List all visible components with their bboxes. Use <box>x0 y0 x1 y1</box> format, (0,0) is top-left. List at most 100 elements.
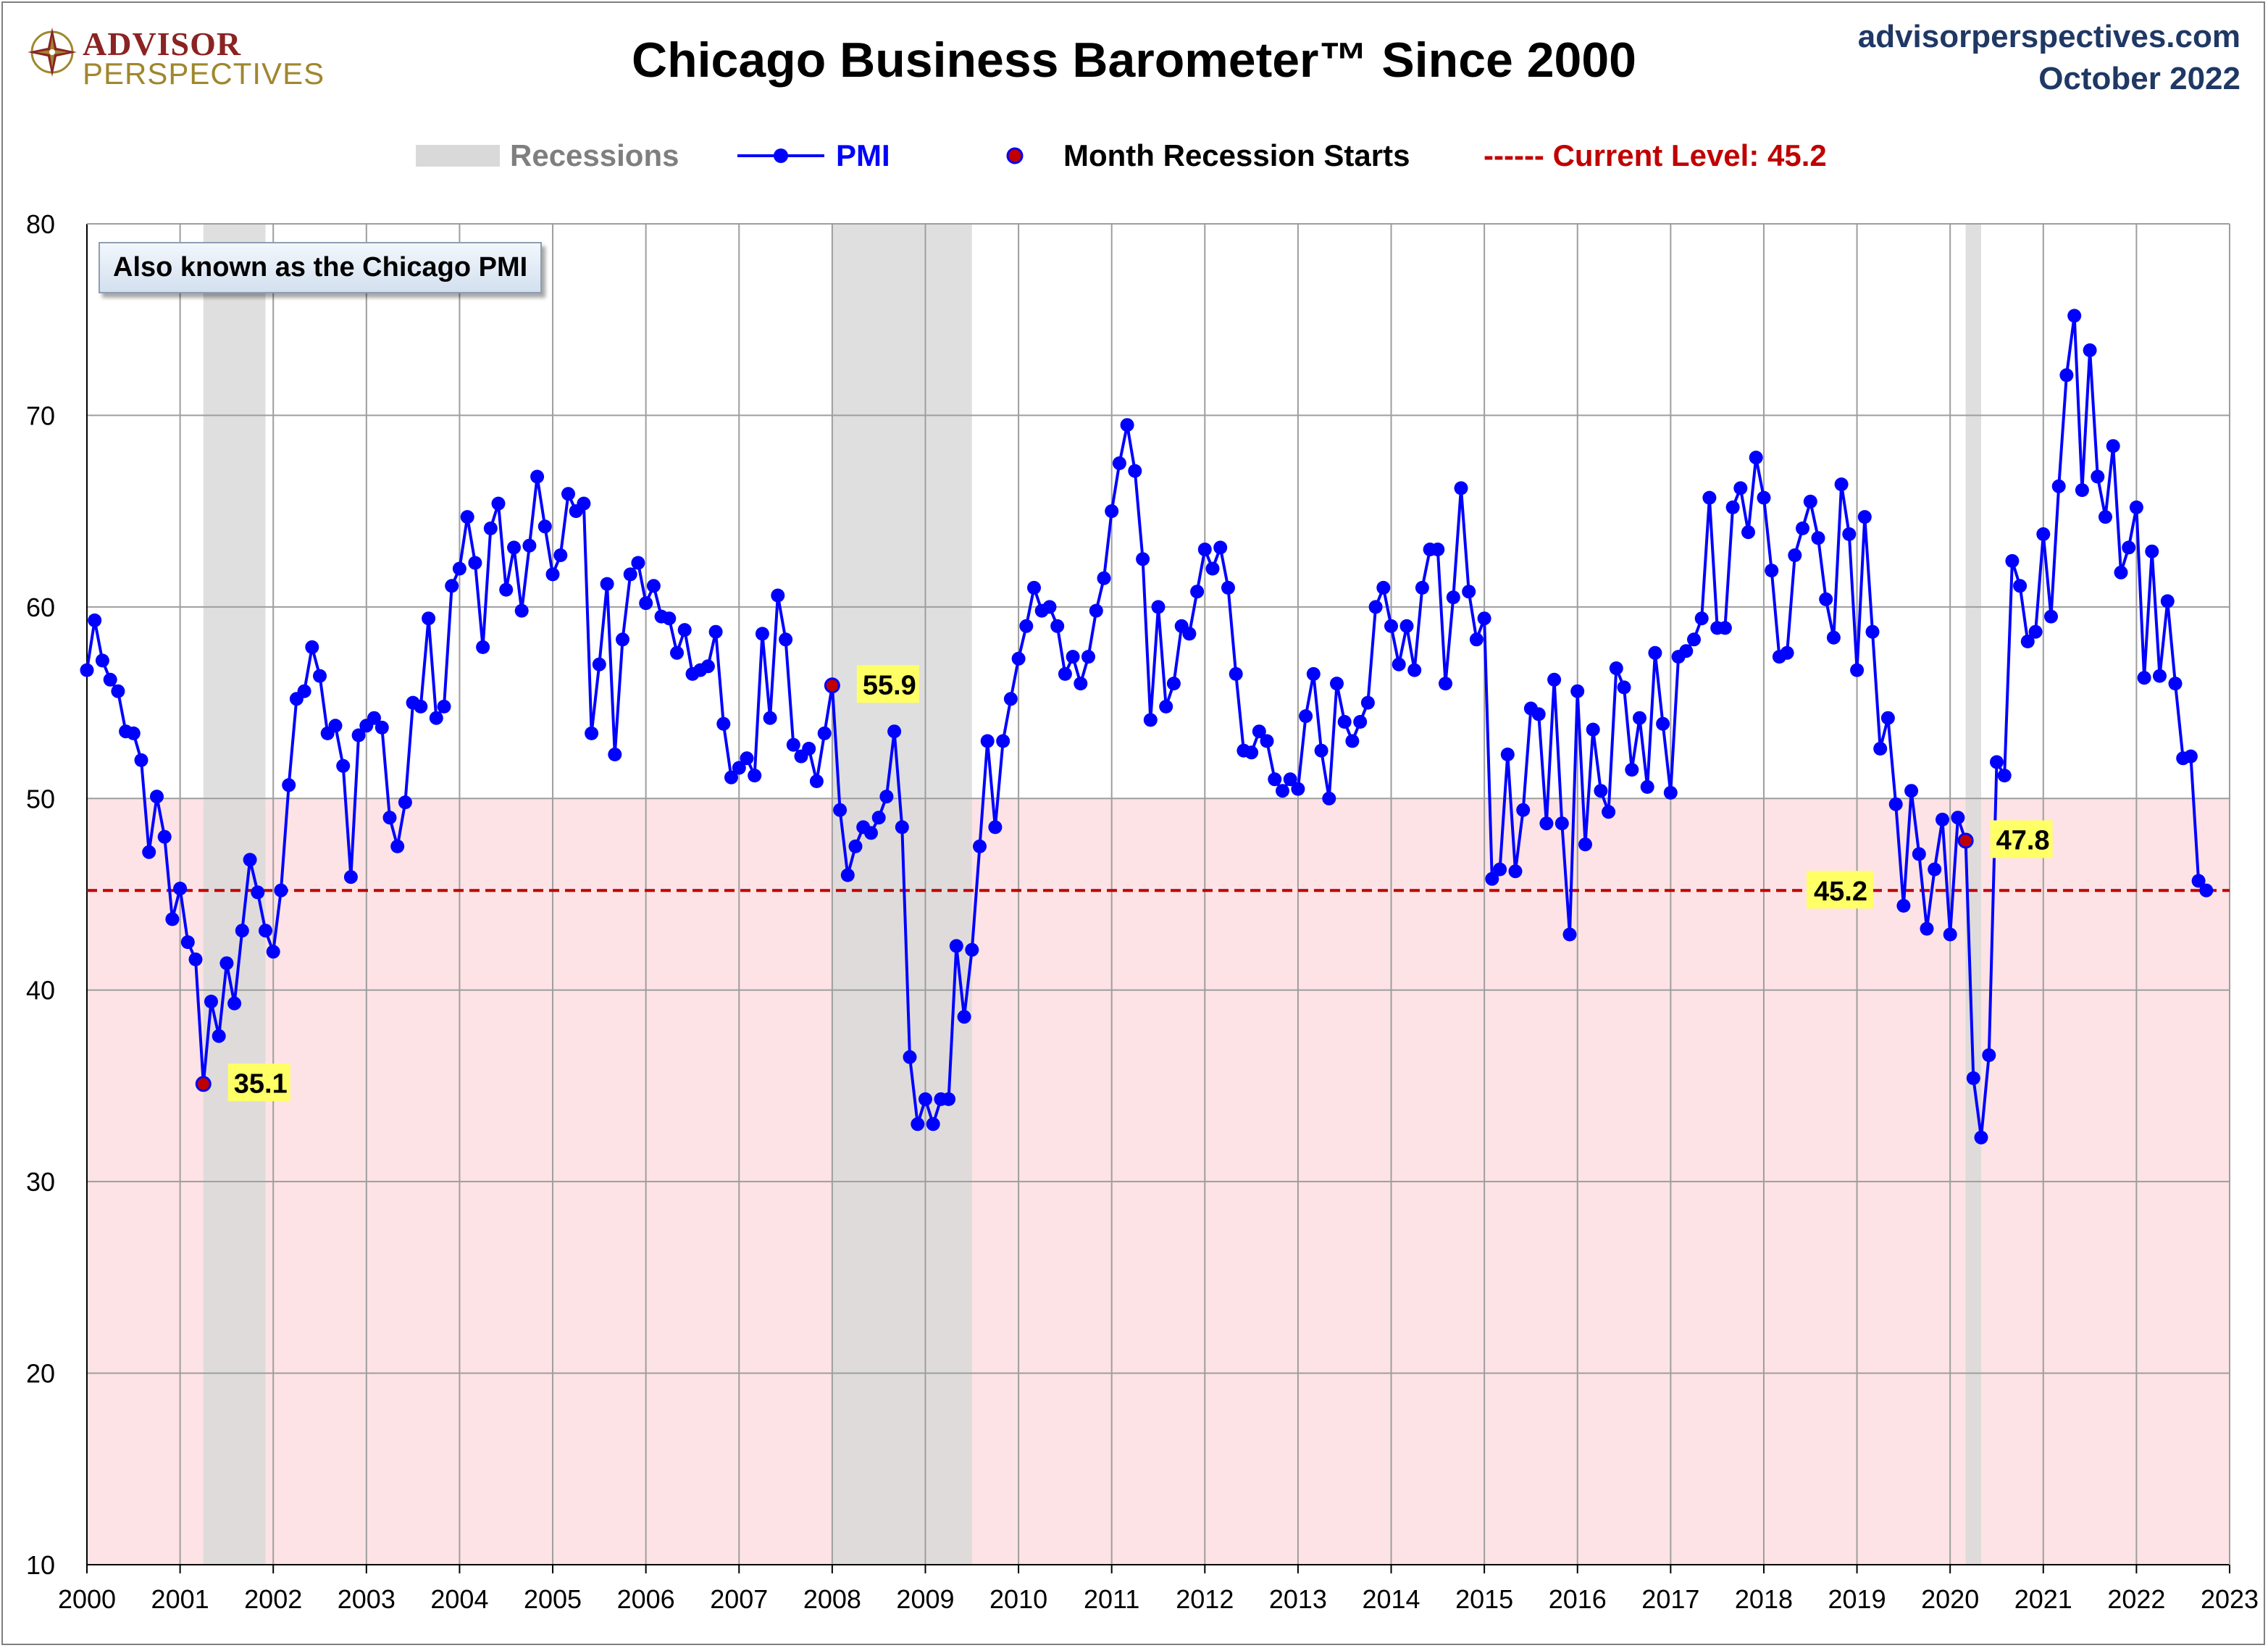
pmi-point <box>895 820 909 835</box>
pmi-point <box>732 761 746 775</box>
pmi-point <box>1314 743 1328 758</box>
x-tick-label-2023: 2023 <box>2201 1584 2259 1614</box>
pmi-point <box>2028 624 2043 639</box>
pmi-point <box>771 588 785 603</box>
pmi-point <box>840 868 855 882</box>
x-tick-label-2011: 2011 <box>1084 1584 1139 1614</box>
chart-title: Chicago Business Barometer™ Since 2000 <box>632 33 1636 88</box>
pmi-point <box>188 952 203 966</box>
pmi-point <box>1943 927 1957 942</box>
pmi-point <box>328 719 343 733</box>
pmi-point <box>1725 500 1740 514</box>
legend-recession-swatch <box>416 145 500 167</box>
pmi-point <box>2145 544 2159 559</box>
publish-date: October 2022 <box>2038 61 2240 96</box>
pmi-point <box>1554 816 1569 831</box>
pmi-point <box>1368 600 1383 614</box>
pmi-point <box>1454 481 1468 495</box>
x-tick-label-2015: 2015 <box>1455 1584 1513 1614</box>
pmi-point <box>1687 632 1701 647</box>
pmi-point <box>1570 684 1585 698</box>
x-tick-label-2008: 2008 <box>803 1584 861 1614</box>
pmi-point <box>343 870 358 884</box>
x-tick-label-2021: 2021 <box>2014 1584 2072 1614</box>
pmi-point <box>585 726 599 740</box>
pmi-point <box>2067 309 2082 323</box>
legend-recession-start-label: Month Recession Starts <box>1063 138 1410 172</box>
pmi-point <box>1562 927 1577 942</box>
pmi-point <box>2075 483 2089 498</box>
pmi-point <box>716 716 731 731</box>
pmi-point <box>631 556 645 570</box>
pmi-point <box>802 742 816 756</box>
pmi-point <box>1407 663 1422 677</box>
pmi-point <box>2168 677 2183 691</box>
pmi-point <box>1244 745 1259 760</box>
pmi-point <box>1539 816 1554 831</box>
logo-text-top: ADVISOR <box>83 25 242 62</box>
pmi-point <box>460 510 474 524</box>
pmi-point <box>1477 611 1491 626</box>
pmi-point <box>1974 1130 1988 1145</box>
pmi-point <box>1205 561 1220 576</box>
pmi-point <box>1136 552 1150 566</box>
pmi-point <box>1531 707 1546 721</box>
pmi-point <box>708 624 723 639</box>
pmi-point <box>1578 837 1592 852</box>
x-tick-label-2019: 2019 <box>1828 1584 1886 1614</box>
pmi-point <box>1392 657 1406 672</box>
x-tick-label-2000: 2000 <box>58 1584 116 1614</box>
pmi-point <box>1097 571 1111 585</box>
pmi-point <box>1151 600 1166 614</box>
pmi-point <box>1027 580 1041 595</box>
pmi-point <box>1399 619 1414 633</box>
pmi-point <box>1252 724 1266 739</box>
pmi-point <box>2013 579 2028 593</box>
pmi-point <box>1733 481 1748 495</box>
callouts-layer: 35.1 55.9 47.8 45.2 <box>227 665 2053 1102</box>
x-tick-label-2013: 2013 <box>1269 1584 1327 1614</box>
pmi-point <box>677 623 692 637</box>
pmi-point <box>297 684 311 698</box>
recession-start-marker-1 <box>824 677 840 694</box>
pmi-point <box>1330 677 1344 691</box>
legend-recession-start: Month Recession Starts <box>1004 130 1410 181</box>
pmi-point <box>491 496 506 511</box>
pmi-point <box>382 811 397 825</box>
pmi-point <box>2051 479 2066 493</box>
pmi-point <box>445 579 459 593</box>
pmi-point <box>1617 680 1631 695</box>
y-tick-label-40: 40 <box>26 976 55 1005</box>
pmi-point <box>1717 621 1732 635</box>
pmi-point <box>1819 592 1833 606</box>
pmi-point <box>1920 921 1934 936</box>
pmi-point <box>1485 871 1499 886</box>
pmi-point <box>2005 553 2020 568</box>
pmi-point <box>2098 510 2112 524</box>
pmi-point <box>1850 663 1865 677</box>
recession-band-1 <box>832 224 972 1565</box>
legend-recession-start-dot-icon <box>1006 147 1024 164</box>
x-tick-label-2017: 2017 <box>1641 1584 1699 1614</box>
pmi-point <box>809 774 824 788</box>
recession-bands-layer <box>203 224 1982 1565</box>
x-tick-label-2007: 2007 <box>710 1584 768 1614</box>
pmi-point <box>251 885 265 900</box>
pmi-point <box>887 724 902 739</box>
pmi-point <box>1702 490 1717 505</box>
pmi-point <box>1462 585 1476 599</box>
pmi-point <box>414 699 428 714</box>
pmi-point <box>1291 782 1305 796</box>
pmi-point <box>134 753 148 767</box>
pmi-point <box>150 790 164 804</box>
pmi-point <box>483 521 498 535</box>
annotation-box: Also known as the Chicago PMI <box>99 242 543 293</box>
x-tick-label-2001: 2001 <box>151 1584 209 1614</box>
pmi-point <box>1353 715 1368 729</box>
pmi-point <box>1360 695 1375 710</box>
y-tick-label-30: 30 <box>26 1167 55 1197</box>
legend-pmi-label: PMI <box>836 138 890 172</box>
x-tick-label-2003: 2003 <box>338 1584 396 1614</box>
recession-start-label-1: 55.9 <box>863 670 916 700</box>
pmi-point <box>1415 580 1429 595</box>
